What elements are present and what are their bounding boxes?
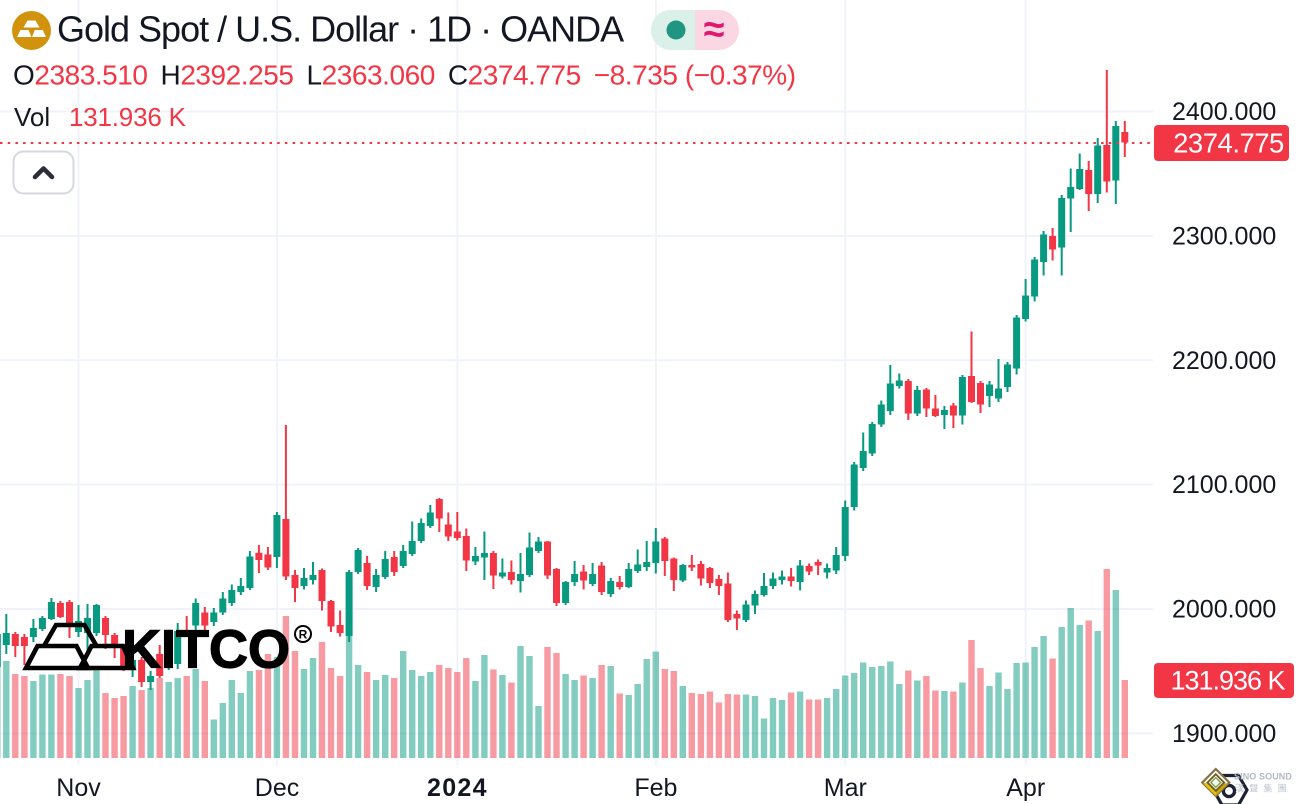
svg-text:2024: 2024	[427, 774, 488, 802]
svg-text:KITCO: KITCO	[122, 620, 290, 680]
svg-text:Nov: Nov	[56, 774, 101, 802]
svg-text:R: R	[299, 628, 308, 642]
svg-text:1900.000: 1900.000	[1172, 720, 1276, 748]
svg-text:131.936 K: 131.936 K	[1170, 666, 1285, 696]
svg-text:2200.000: 2200.000	[1172, 347, 1276, 375]
svg-text:漢聲集團: 漢聲集團	[1235, 783, 1292, 794]
svg-text:Gold Spot / U.S. Dollar · 1D ·: Gold Spot / U.S. Dollar · 1D · OANDA	[57, 9, 624, 50]
svg-text:2100.000: 2100.000	[1172, 471, 1276, 499]
svg-text:Vol: Vol	[14, 102, 50, 132]
svg-text:Feb: Feb	[634, 774, 677, 802]
svg-text:131.936 K: 131.936 K	[69, 102, 187, 132]
svg-text:2000.000: 2000.000	[1172, 596, 1276, 624]
svg-text:2300.000: 2300.000	[1172, 222, 1276, 250]
svg-text:Apr: Apr	[1006, 774, 1045, 802]
svg-text:≈: ≈	[704, 9, 725, 51]
svg-text:2400.000: 2400.000	[1172, 98, 1276, 126]
svg-text:SINO SOUND: SINO SOUND	[1234, 772, 1292, 782]
svg-text:Mar: Mar	[824, 774, 867, 802]
svg-text:Dec: Dec	[255, 774, 299, 802]
svg-text:2374.775: 2374.775	[1173, 128, 1284, 159]
